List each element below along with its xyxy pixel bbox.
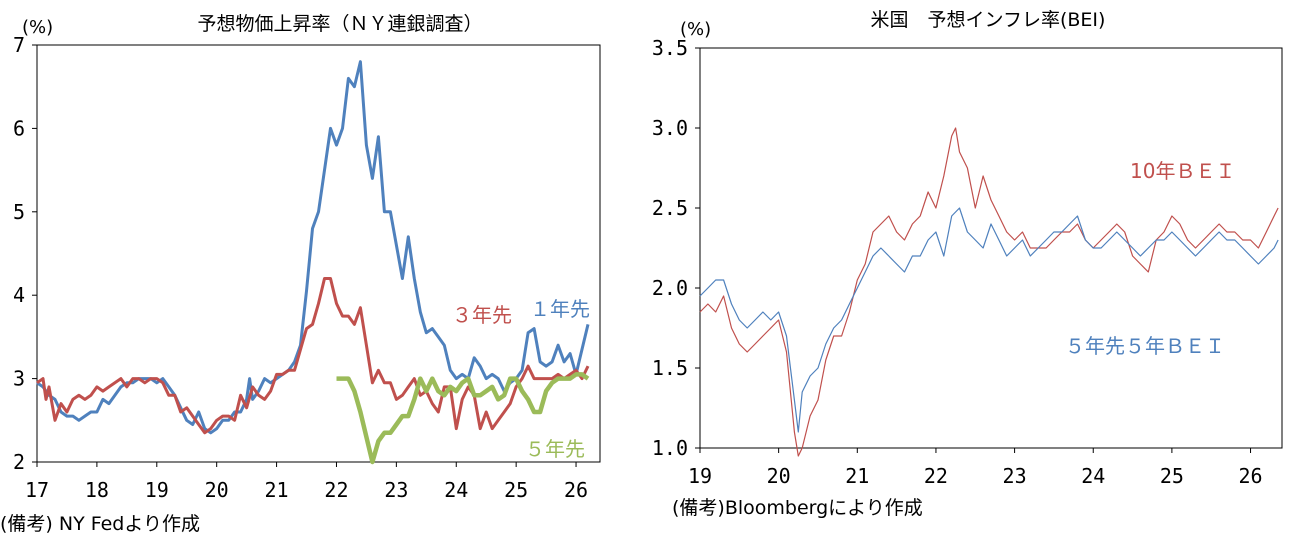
- source-note: (備考) NY Fedより作成: [0, 513, 200, 535]
- y-tick-label: 6: [13, 116, 25, 140]
- series-line-0: [36, 60, 590, 435]
- y-unit-label: (%): [22, 17, 53, 38]
- y-tick-label: 3.5: [652, 36, 688, 60]
- x-tick-label: 19: [688, 464, 712, 488]
- y-tick-label: 1.0: [652, 436, 688, 460]
- x-tick-label: 21: [265, 478, 289, 502]
- series-label: ５年先５年ＢＥＩ: [1065, 334, 1225, 358]
- y-tick-label: 7: [13, 33, 25, 57]
- x-tick-label: 24: [444, 478, 468, 502]
- series-label: ３年先: [452, 303, 512, 327]
- plot-frame: [36, 44, 601, 463]
- x-tick-label: 18: [85, 478, 109, 502]
- y-tick-label: 3.0: [652, 116, 688, 140]
- y-unit-label: (%): [680, 19, 711, 40]
- chart-title: 米国 予想インフレ率(BEI): [871, 9, 1106, 31]
- x-tick-label: 20: [205, 478, 229, 502]
- x-tick-label: 17: [25, 478, 49, 502]
- series-label: 10年ＢＥＩ: [1130, 159, 1235, 183]
- y-tick-label: 2.0: [652, 276, 688, 300]
- x-tick-label: 21: [845, 464, 869, 488]
- y-tick-label: 3: [13, 367, 25, 391]
- y-tick-label: 1.5: [652, 356, 688, 380]
- x-tick-label: 19: [145, 478, 169, 502]
- x-tick-label: 23: [384, 478, 408, 502]
- x-tick-label: 22: [324, 478, 348, 502]
- x-tick-label: 25: [1160, 464, 1184, 488]
- series-line-0: [699, 127, 1279, 457]
- x-tick-label: 26: [564, 478, 588, 502]
- y-tick-label: 2.5: [652, 196, 688, 220]
- y-tick-label: 5: [13, 200, 25, 224]
- x-tick-label: 20: [767, 464, 791, 488]
- chart-title: 予想物価上昇率（ＮＹ連銀調査）: [197, 13, 482, 35]
- series-label: １年先: [530, 297, 590, 321]
- x-tick-label: 26: [1238, 464, 1262, 488]
- series-label: ５年先: [525, 437, 585, 461]
- series-line-1: [36, 277, 590, 435]
- y-tick-label: 4: [13, 283, 25, 307]
- x-tick-label: 25: [504, 478, 528, 502]
- x-tick-label: 23: [1003, 464, 1027, 488]
- x-tick-label: 22: [924, 464, 948, 488]
- source-note: (備考)Bloombergにより作成: [672, 497, 923, 519]
- x-tick-label: 24: [1081, 464, 1105, 488]
- series-line-1: [699, 207, 1279, 433]
- series-line-2: [336, 372, 590, 465]
- y-tick-label: 2: [13, 450, 25, 474]
- plot-frame: [699, 47, 1283, 449]
